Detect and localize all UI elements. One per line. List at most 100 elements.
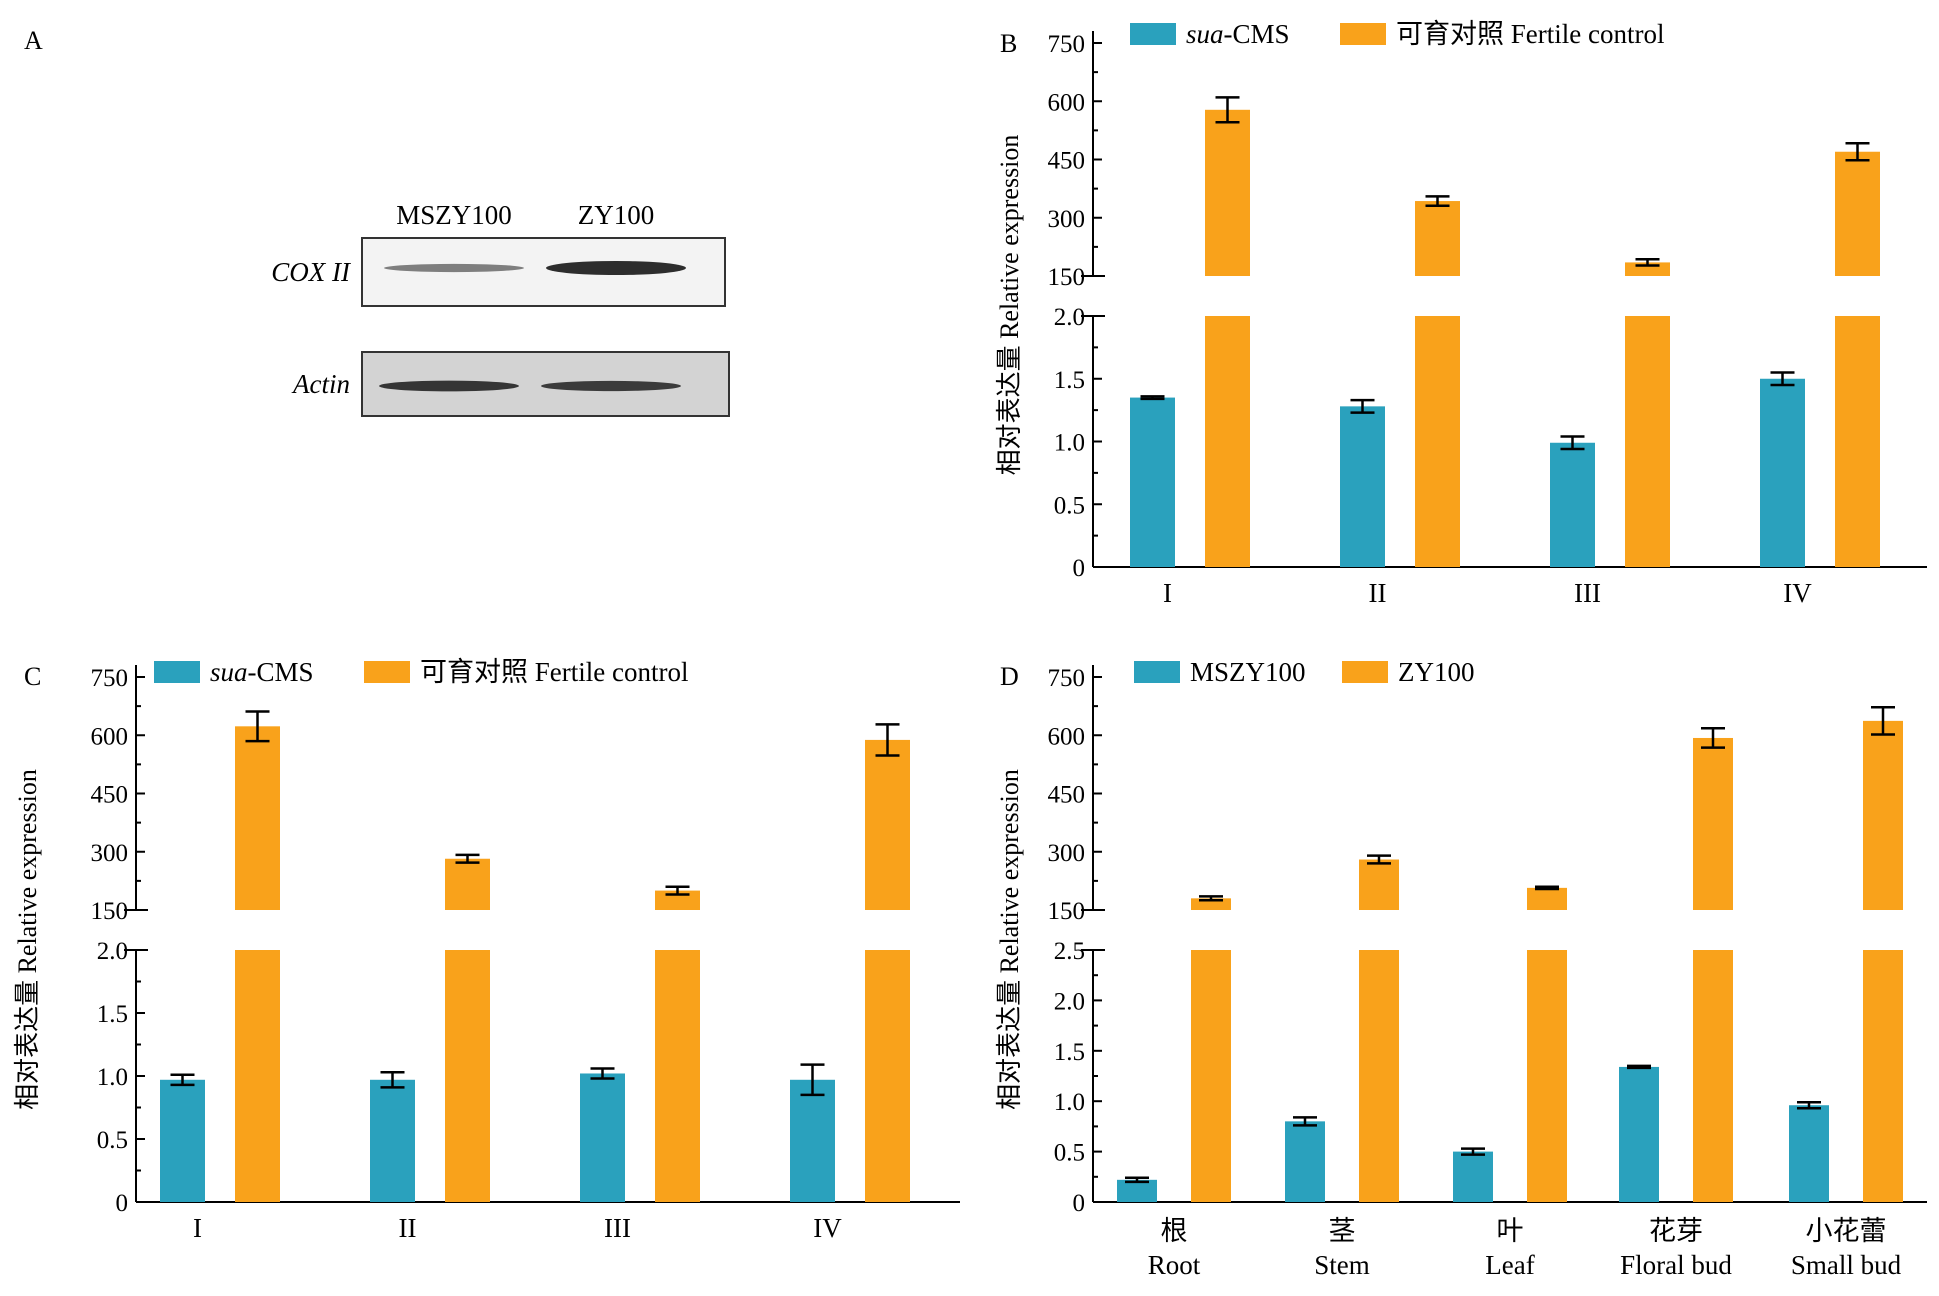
panel-b-lower-tick-label: 0.5 xyxy=(1054,492,1085,519)
panel-b-bar-s1-3 xyxy=(1550,442,1595,567)
blot-band-1-1 xyxy=(384,263,524,273)
panel-d-xtick-label-cn-3: 叶 xyxy=(1497,1216,1524,1246)
panel-d-xtick-label-en-2: Stem xyxy=(1314,1250,1370,1280)
panel-c-upper-tick-label: 450 xyxy=(91,782,129,809)
panel-c-lower-tick-label: 0.5 xyxy=(97,1127,128,1154)
panel-b-bar-s2-upper-4 xyxy=(1835,151,1880,276)
panel-d-upper-tick-label: 150 xyxy=(1048,898,1086,925)
panel-c-bar-s2-upper-2 xyxy=(445,858,490,910)
panel-d-lower-tick-label: 1.5 xyxy=(1054,1039,1085,1066)
panel-c-lower-tick-label: 1.0 xyxy=(97,1064,128,1091)
panel-c-xtick-label-1: I xyxy=(193,1213,202,1243)
panel-c-chart: C 0 0.5 1.0 1.5 2.0 150 300 450 600 750 相对表达量 Relat… xyxy=(13,657,960,1243)
panel-c-xtick-label-3: III xyxy=(604,1213,631,1243)
panel-b-xtick-label-3: III xyxy=(1574,578,1601,608)
panel-d-bar-s1-2 xyxy=(1285,1121,1325,1202)
panel-d-legend-swatch-2 xyxy=(1342,661,1388,683)
panel-d-legend-swatch-1 xyxy=(1134,661,1180,683)
panel-c-upper-tick-label: 750 xyxy=(91,665,129,692)
panel-d-xtick-label-cn-2: 茎 xyxy=(1329,1216,1356,1246)
panel-d-chart: D 0 0.5 1.0 1.5 2.0 2.5 150 300 450 600 750 相对表达量 Re… xyxy=(995,657,1927,1280)
panel-d-lower-tick-label: 2.0 xyxy=(1054,988,1085,1015)
panel-d-bar-s2-upper-2 xyxy=(1359,859,1399,910)
panel-b-bar-s2-upper-2 xyxy=(1415,201,1460,276)
panel-d-bar-s2-lower-1 xyxy=(1191,950,1231,1202)
panel-d-upper-tick-label: 450 xyxy=(1048,782,1086,809)
panel-c-upper-tick-label: 600 xyxy=(91,723,129,750)
panel-b-bar-s2-lower-2 xyxy=(1415,316,1460,567)
panel-b-upper-tick-label: 600 xyxy=(1048,89,1086,116)
panel-c-lower-tick-label: 2.0 xyxy=(97,938,128,965)
panel-d-bar-s1-1 xyxy=(1117,1179,1157,1202)
panel-a-letter: A xyxy=(24,26,43,55)
panel-d-bar-s1-5 xyxy=(1789,1105,1829,1202)
panel-d-legend-label-2: ZY100 xyxy=(1398,657,1475,687)
panel-c-lower-tick-label: 1.5 xyxy=(97,1001,128,1028)
panel-c-legend-label-1: sua-CMS xyxy=(210,657,314,687)
panel-c-bar-s2-upper-1 xyxy=(235,726,280,910)
panel-b-legend-swatch-1 xyxy=(1130,23,1176,45)
panel-b-upper-tick-label: 300 xyxy=(1048,206,1086,233)
panel-d-lower-tick-label: 1.0 xyxy=(1054,1089,1085,1116)
panel-c-legend-swatch-1 xyxy=(154,661,200,683)
panel-d-bar-s2-lower-2 xyxy=(1359,950,1399,1202)
panel-c-bar-s2-lower-2 xyxy=(445,950,490,1202)
lane-label-2: ZY100 xyxy=(578,200,655,230)
panel-d-letter: D xyxy=(1000,662,1019,691)
panel-d-bar-s1-4 xyxy=(1619,1066,1659,1202)
panel-b-upper-tick-label: 750 xyxy=(1048,31,1086,58)
panel-c-bar-s1-4 xyxy=(790,1079,835,1202)
panel-d-xtick-label-cn-4: 花芽 xyxy=(1649,1216,1703,1246)
panel-a-blot: MSZY100 ZY100 COX II Actin xyxy=(271,200,730,417)
panel-d-lower-tick-label: 0 xyxy=(1073,1190,1086,1217)
panel-b-legend-label-1: sua-CMS xyxy=(1186,19,1290,49)
panel-d-lower-tick-label: 2.5 xyxy=(1054,938,1085,965)
panel-c-bar-s2-lower-3 xyxy=(655,950,700,1202)
panel-b-bar-s1-2 xyxy=(1340,406,1385,567)
panel-b-bar-s2-upper-1 xyxy=(1205,109,1250,276)
panel-b-chart: B 0 0.5 1.0 1.5 2.0 150 300 450 600 750 相对表达量 Relat… xyxy=(995,19,1927,608)
panel-c-bar-s2-lower-4 xyxy=(865,950,910,1202)
panel-d-xtick-label-en-3: Leaf xyxy=(1485,1250,1534,1280)
panel-d-bar-s2-upper-3 xyxy=(1527,887,1567,910)
panel-d-xtick-label-cn-5: 小花蕾 xyxy=(1806,1216,1887,1246)
panel-d-bar-s2-lower-4 xyxy=(1693,950,1733,1202)
panel-d-bar-s1-3 xyxy=(1453,1151,1493,1202)
panel-b-upper-tick-label: 150 xyxy=(1048,264,1086,291)
panel-b-bar-s2-lower-1 xyxy=(1205,316,1250,567)
panel-d-bar-s2-upper-4 xyxy=(1693,737,1733,910)
panel-c-legend-swatch-2 xyxy=(364,661,410,683)
panel-c-bar-s2-upper-4 xyxy=(865,739,910,910)
panel-b-xtick-label-4: IV xyxy=(1783,578,1812,608)
panel-b-letter: B xyxy=(1000,29,1017,58)
panel-c-upper-tick-label: 150 xyxy=(91,898,129,925)
panel-c-bar-s1-2 xyxy=(370,1079,415,1202)
panel-d-xtick-label-cn-1: 根 xyxy=(1161,1216,1188,1246)
panel-d-xtick-label-en-4: Floral bud xyxy=(1620,1250,1732,1280)
panel-c-xtick-label-4: IV xyxy=(813,1213,842,1243)
panel-d-upper-tick-label: 300 xyxy=(1048,840,1086,867)
panel-b-upper-tick-label: 450 xyxy=(1048,148,1086,175)
panel-d-bar-s2-upper-5 xyxy=(1863,720,1903,910)
panel-c-upper-tick-label: 300 xyxy=(91,840,129,867)
panel-b-legend-label-2: 可育对照 Fertile control xyxy=(1396,19,1664,49)
panel-c-bar-s1-1 xyxy=(160,1079,205,1202)
panel-c-bar-s1-3 xyxy=(580,1073,625,1202)
panel-d-upper-tick-label: 750 xyxy=(1048,665,1086,692)
panel-d-bar-s2-upper-1 xyxy=(1191,898,1231,910)
blot-label-2: Actin xyxy=(291,369,350,399)
panel-b-bar-s2-lower-3 xyxy=(1625,316,1670,567)
panel-d-upper-tick-label: 600 xyxy=(1048,723,1086,750)
blot-band-1-2 xyxy=(546,261,686,275)
panel-b-lower-tick-label: 1.5 xyxy=(1054,367,1085,394)
panel-b-lower-tick-label: 2.0 xyxy=(1054,304,1085,331)
panel-d-xtick-label-en-1: Root xyxy=(1148,1250,1201,1280)
panel-c-bar-s2-lower-1 xyxy=(235,950,280,1202)
blot-band-2-2 xyxy=(541,380,681,392)
panel-b-bar-s1-4 xyxy=(1760,378,1805,567)
panel-b-lower-tick-label: 0 xyxy=(1073,555,1086,582)
panel-b-legend-swatch-2 xyxy=(1340,23,1386,45)
panel-b-xtick-label-1: I xyxy=(1163,578,1172,608)
